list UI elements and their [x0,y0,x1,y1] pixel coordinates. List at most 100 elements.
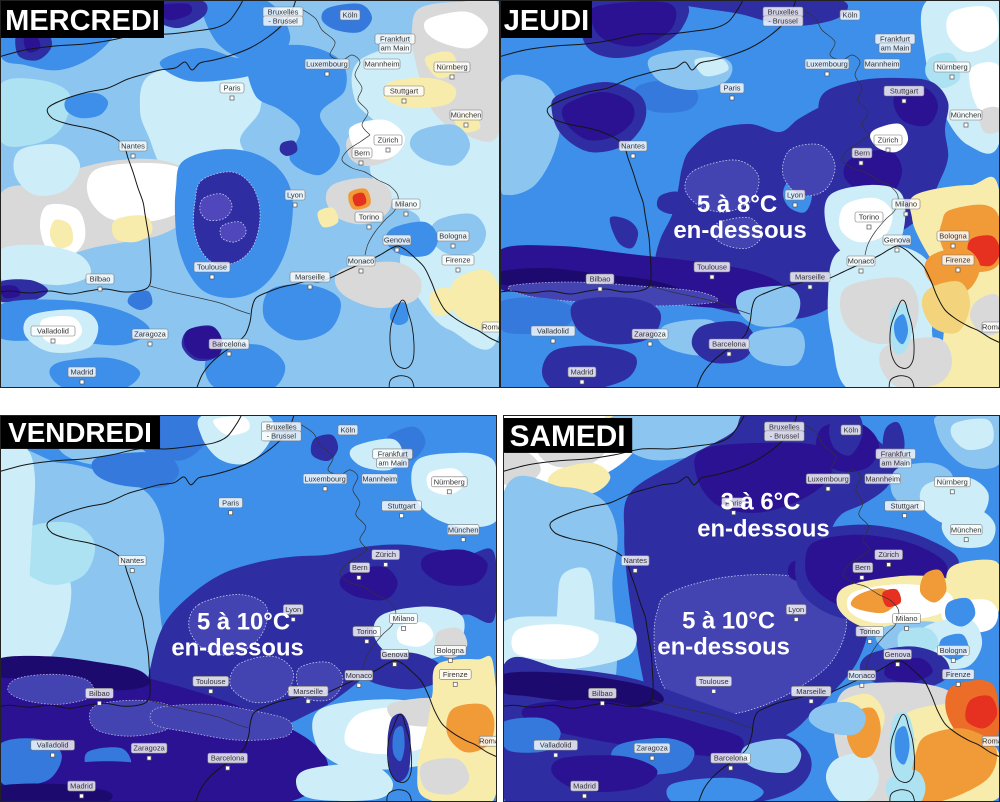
svg-text:Nürnberg: Nürnberg [436,63,467,72]
svg-text:Marseille: Marseille [293,687,323,696]
svg-text:Firenze: Firenze [946,670,971,679]
svg-text:Monaco: Monaco [848,257,875,266]
svg-text:Bruxelles: Bruxelles [266,423,297,432]
svg-text:am Main: am Main [881,44,910,53]
svg-text:Paris: Paris [223,84,240,93]
svg-text:Torino: Torino [357,627,377,636]
svg-text:Bruxelles: Bruxelles [769,423,800,432]
svg-text:Milano: Milano [395,200,417,209]
svg-text:Monaco: Monaco [346,671,372,680]
svg-text:Bern: Bern [352,563,368,572]
svg-text:Stuttgart: Stuttgart [890,87,919,96]
svg-text:Lyon: Lyon [788,605,804,614]
svg-text:Paris: Paris [222,498,239,507]
svg-text:- Brussel: - Brussel [267,432,297,441]
svg-text:Genova: Genova [382,650,409,659]
svg-text:Luxembourg: Luxembourg [306,60,348,69]
svg-text:5 à 10°C: 5 à 10°C [197,608,290,635]
svg-text:Madrid: Madrid [573,782,596,791]
svg-text:Nürnberg: Nürnberg [937,477,968,486]
svg-text:en-dessous: en-dessous [697,516,829,543]
svg-text:en-dessous: en-dessous [657,633,789,660]
svg-text:Monaco: Monaco [348,257,375,266]
svg-text:Luxembourg: Luxembourg [806,60,848,69]
svg-text:Bern: Bern [855,563,871,572]
svg-text:Bilbao: Bilbao [90,275,111,284]
svg-text:Zürich: Zürich [878,550,899,559]
svg-text:Zaragoza: Zaragoza [634,330,667,339]
svg-text:- Brussel: - Brussel [768,17,798,26]
svg-text:Paris: Paris [723,84,740,93]
svg-text:Torino: Torino [859,213,879,222]
svg-text:am Main: am Main [381,44,410,53]
svg-text:3 à 6°C: 3 à 6°C [721,489,801,516]
svg-text:Zürich: Zürich [378,136,399,145]
svg-text:Marseille: Marseille [795,273,825,282]
svg-text:Bruxelles: Bruxelles [268,8,299,17]
svg-text:Paris: Paris [725,498,742,507]
svg-text:Nantes: Nantes [621,142,645,151]
svg-text:Bilbao: Bilbao [89,689,110,698]
svg-text:VENDREDI: VENDREDI [8,417,152,448]
svg-text:Toulouse: Toulouse [699,677,729,686]
svg-text:Frankfurt: Frankfurt [378,449,409,458]
svg-text:Firenze: Firenze [945,256,970,265]
svg-text:Frankfurt: Frankfurt [380,35,411,44]
svg-text:Valladolid: Valladolid [37,327,69,336]
svg-text:- Brussel: - Brussel [268,17,298,26]
svg-text:Valladolid: Valladolid [37,741,69,750]
svg-text:München: München [951,525,982,534]
svg-text:Nantes: Nantes [121,142,145,151]
svg-text:5 à 10°C: 5 à 10°C [682,607,775,634]
svg-text:Bologna: Bologna [940,646,968,655]
svg-text:Roma: Roma [982,737,1000,746]
svg-text:Torino: Torino [359,213,379,222]
svg-text:München: München [451,111,482,120]
svg-text:Firenze: Firenze [443,670,468,679]
svg-text:Mannheim: Mannheim [362,474,397,483]
svg-text:Zaragoza: Zaragoza [134,330,167,339]
svg-text:Köln: Köln [340,426,355,435]
svg-text:München: München [951,111,982,120]
svg-text:Mannheim: Mannheim [864,60,899,69]
svg-text:Nürnberg: Nürnberg [936,63,967,72]
svg-text:en-dessous: en-dessous [171,634,303,661]
svg-text:Marseille: Marseille [295,273,325,282]
svg-text:Frankfurt: Frankfurt [881,449,912,458]
svg-text:Zaragoza: Zaragoza [636,744,668,753]
svg-text:München: München [448,525,479,534]
svg-text:Toulouse: Toulouse [197,263,227,272]
svg-text:Bern: Bern [854,149,870,158]
svg-text:Madrid: Madrid [70,782,93,791]
svg-text:Roma: Roma [482,323,500,332]
svg-text:Lyon: Lyon [285,605,301,614]
svg-text:SAMEDI: SAMEDI [510,420,626,453]
svg-text:Torino: Torino [860,627,880,636]
svg-text:Madrid: Madrid [71,368,94,377]
svg-text:Madrid: Madrid [571,368,594,377]
svg-text:MERCREDI: MERCREDI [5,5,160,37]
svg-text:Lyon: Lyon [787,191,803,200]
svg-text:Mannheim: Mannheim [865,474,900,483]
svg-text:JEUDI: JEUDI [504,5,589,37]
svg-text:Roma: Roma [479,737,497,746]
svg-text:Valladolid: Valladolid [537,327,569,336]
svg-text:Luxembourg: Luxembourg [304,474,345,483]
svg-text:Bilbao: Bilbao [590,275,611,284]
svg-text:Milano: Milano [896,614,918,623]
svg-text:Valladolid: Valladolid [540,741,572,750]
svg-text:Barcelona: Barcelona [211,754,245,763]
svg-text:Barcelona: Barcelona [712,340,747,349]
svg-text:Toulouse: Toulouse [196,677,226,686]
svg-text:Barcelona: Barcelona [714,754,748,763]
svg-text:Lyon: Lyon [287,191,303,200]
svg-text:Firenze: Firenze [445,256,470,265]
svg-text:- Brussel: - Brussel [770,432,800,441]
svg-text:Stuttgart: Stuttgart [390,87,419,96]
svg-text:Genova: Genova [884,236,911,245]
svg-text:Marseille: Marseille [796,687,826,696]
svg-text:Milano: Milano [393,614,415,623]
svg-text:Monaco: Monaco [849,671,875,680]
svg-text:5 à 8°C: 5 à 8°C [697,191,777,218]
svg-text:Nürnberg: Nürnberg [434,477,465,486]
